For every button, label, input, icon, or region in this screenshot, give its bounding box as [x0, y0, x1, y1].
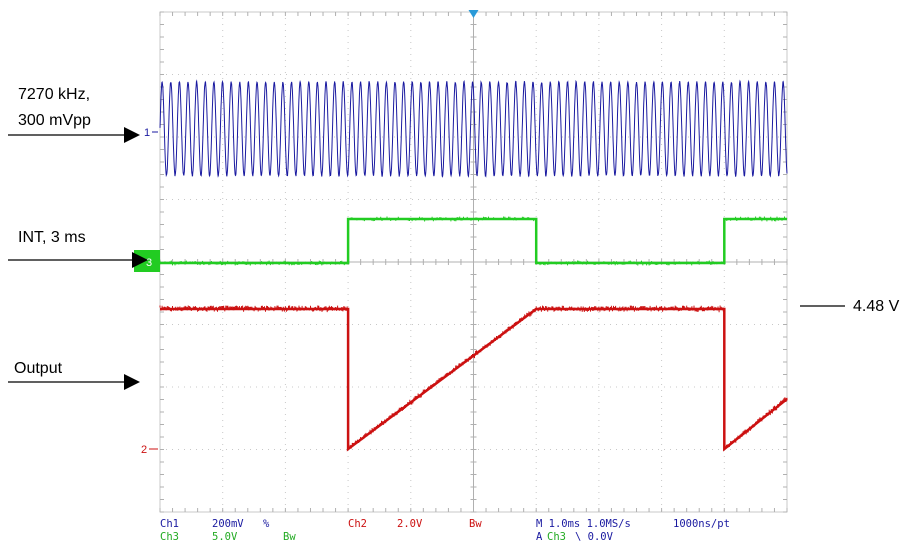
status-row1-item: M 1.0ms 1.0MS/s — [536, 518, 631, 530]
output-annotation: Output — [14, 360, 63, 377]
status-row2-item: 5.0V — [212, 531, 238, 543]
ch1-marker-label: 1 — [144, 127, 150, 139]
status-row2-item: \ 0.0V — [575, 531, 614, 543]
ch3-marker-label: 3 — [146, 257, 152, 269]
ch1-annotation-line: 7270 kHz, — [18, 86, 90, 103]
status-row2-item: Ch3 — [160, 531, 179, 543]
annotations: 7270 kHz, 300 mVpp INT, 3 ms Output 4.48 V — [8, 86, 900, 390]
status-row1-item: Ch1 — [160, 518, 179, 530]
ch1-annotation-line: 300 mVpp — [18, 112, 91, 129]
ch3-arrow-head — [132, 252, 148, 268]
status-row2-item: A — [536, 531, 543, 543]
ch1-arrow-head — [124, 127, 140, 143]
channel-markers: 1 3 2 — [134, 127, 160, 456]
status-row2-item: Ch3 — [547, 531, 566, 543]
level-annotation: 4.48 V — [853, 298, 900, 315]
traces — [159, 79, 788, 452]
status-row1-item: Bw — [469, 518, 482, 530]
ch3-marker-block — [134, 250, 160, 272]
output-arrow-head — [124, 374, 140, 390]
series-ch3-line — [160, 217, 787, 265]
status-row2-item: Bw — [283, 531, 296, 543]
trigger-position-marker — [468, 10, 479, 18]
status-row1-item: 1000ns/pt — [673, 518, 730, 530]
status-row1-item: Ch2 — [348, 518, 367, 530]
series-ch1-line — [159, 79, 788, 178]
ch2-marker-label: 2 — [141, 444, 147, 456]
status-row1-item: 200mV — [212, 518, 244, 530]
series-ch2-noise — [159, 305, 788, 451]
status-row1-item: % — [263, 518, 270, 530]
status-bar: Ch1 200mV% Ch2 2.0V Bw M 1.0ms 1.0MS/s 1000ns/… — [160, 518, 730, 543]
ch3-annotation: INT, 3 ms — [18, 229, 86, 246]
status-row1-item: 2.0V — [397, 518, 423, 530]
